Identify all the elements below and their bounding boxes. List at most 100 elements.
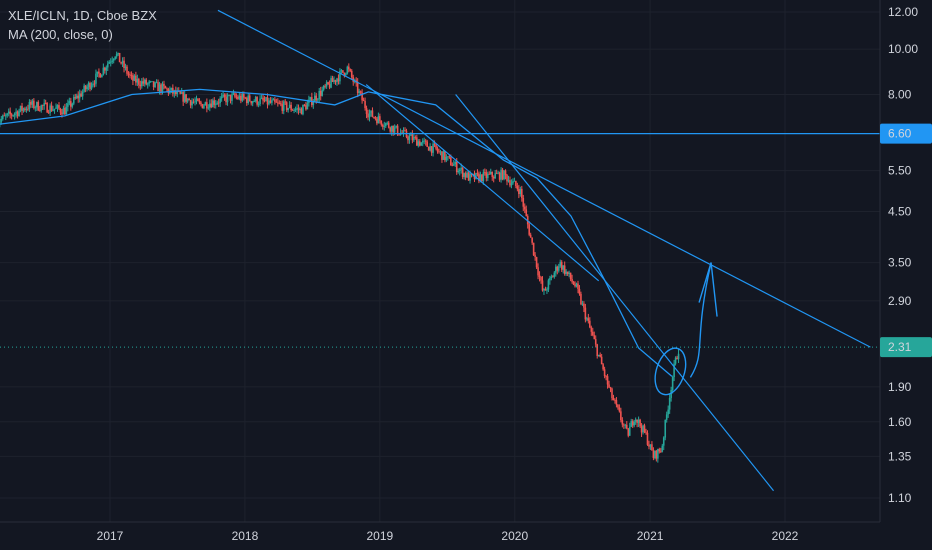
candle-body xyxy=(68,101,71,104)
candle-body xyxy=(302,104,304,115)
candle-body xyxy=(104,67,106,71)
candle-body xyxy=(383,126,386,127)
candle-body xyxy=(658,449,661,452)
price-tick-label: 5.50 xyxy=(888,164,912,178)
candle-body xyxy=(492,176,495,179)
trend-line xyxy=(365,84,600,282)
candle-body xyxy=(118,52,121,63)
candle-body xyxy=(194,101,196,103)
candle-body xyxy=(516,186,519,190)
candle-body xyxy=(219,98,221,104)
candle-body xyxy=(56,105,59,108)
candle-body xyxy=(37,102,40,111)
candle-body xyxy=(222,94,224,97)
candle-body xyxy=(506,175,508,182)
candle-body xyxy=(562,265,565,270)
time-tick-label: 2022 xyxy=(772,529,799,543)
candle-body xyxy=(452,164,455,166)
candle-body xyxy=(7,111,10,114)
candle-body xyxy=(620,411,622,421)
candle-body xyxy=(402,130,405,134)
candle-body xyxy=(183,94,186,102)
candle-body xyxy=(312,101,315,106)
candle-body xyxy=(578,288,581,294)
candle-body xyxy=(33,100,35,108)
candle-body xyxy=(597,354,600,357)
time-tick-label: 2017 xyxy=(97,529,124,543)
candle-body xyxy=(667,409,669,415)
candle-body xyxy=(297,108,300,111)
candle-body xyxy=(392,125,394,133)
candle-body xyxy=(95,73,97,84)
candle-body xyxy=(129,74,131,76)
candle-body xyxy=(559,261,562,267)
candle-body xyxy=(61,112,63,115)
candle-body xyxy=(358,91,360,93)
candle-body xyxy=(377,116,380,124)
candle-body xyxy=(93,83,96,85)
candle-body xyxy=(476,172,479,174)
candle-body xyxy=(531,237,533,243)
candle-body xyxy=(491,171,494,177)
candle-body xyxy=(72,97,75,104)
candle-body xyxy=(662,437,665,446)
candle-body xyxy=(479,174,482,182)
candle-body xyxy=(240,95,242,101)
candle-body xyxy=(213,100,216,105)
price-axis[interactable]: 12.00 10.00 8.00 5.50 4.50 3.50 2.90 1.90 1.60 1.… xyxy=(879,0,932,522)
candle-body xyxy=(259,98,261,105)
candle-body xyxy=(455,161,458,173)
candle-body xyxy=(268,100,270,105)
candle-body xyxy=(371,110,374,117)
candle-body xyxy=(121,60,124,64)
candle-body xyxy=(220,96,223,99)
candle-body xyxy=(417,141,420,146)
candle-body xyxy=(274,99,276,102)
candle-body xyxy=(649,444,652,447)
drawings-layer[interactable] xyxy=(0,9,880,492)
candle-body xyxy=(602,364,604,370)
candle-body xyxy=(583,303,585,308)
candle-body xyxy=(105,67,108,71)
candle-body xyxy=(634,419,637,422)
candle-body xyxy=(442,151,445,160)
candle-body xyxy=(0,119,3,122)
candle-body xyxy=(265,97,267,102)
candle-body xyxy=(410,134,412,136)
candle-body xyxy=(457,171,460,173)
candle-body xyxy=(102,67,105,75)
candle-body xyxy=(247,95,250,104)
candle-body xyxy=(197,98,199,102)
candle-body xyxy=(547,280,550,290)
candle-body xyxy=(149,81,152,83)
candle-body xyxy=(228,94,230,96)
candle-body xyxy=(65,106,68,115)
candle-body xyxy=(211,100,214,108)
candle-body xyxy=(243,94,245,98)
candle-body xyxy=(123,60,125,69)
candle-body xyxy=(170,87,173,90)
candle-body xyxy=(300,108,303,115)
candle-body xyxy=(652,450,655,458)
candle-body xyxy=(49,105,51,113)
time-axis[interactable]: 2017 2018 2019 2020 2021 2022 xyxy=(0,521,932,550)
candle-body xyxy=(46,103,48,113)
candle-body xyxy=(78,93,81,99)
candle-body xyxy=(640,426,643,433)
level-price-badge xyxy=(880,123,932,144)
candle-body xyxy=(24,108,26,111)
candle-body xyxy=(333,79,335,82)
candle-body xyxy=(124,66,127,69)
candle-body xyxy=(518,189,520,195)
candle-body xyxy=(266,97,269,105)
candle-body xyxy=(172,87,174,94)
candle-body xyxy=(498,172,501,180)
candle-body xyxy=(362,100,365,102)
candle-body xyxy=(140,81,143,87)
candle-body xyxy=(365,108,368,114)
candle-body xyxy=(231,94,233,101)
trend-line xyxy=(455,94,775,492)
price-tick-label: 1.60 xyxy=(888,415,912,429)
candle-body xyxy=(625,424,628,429)
